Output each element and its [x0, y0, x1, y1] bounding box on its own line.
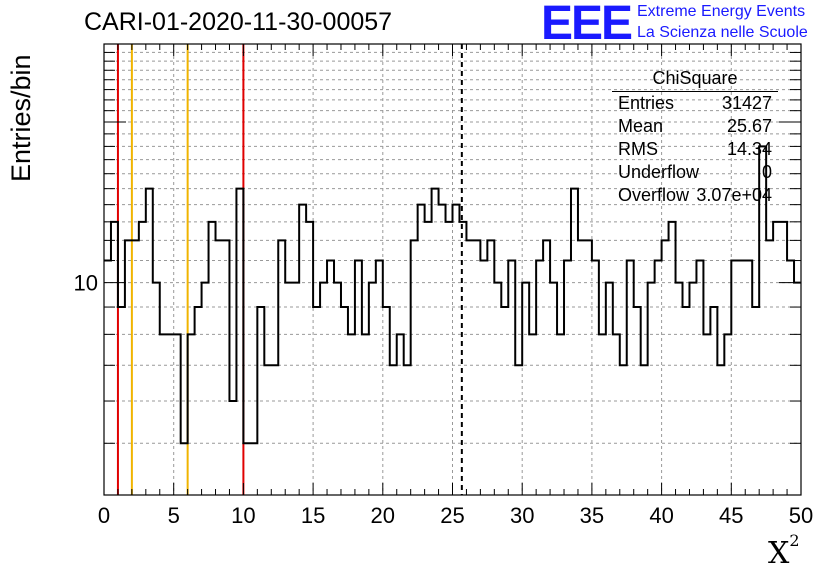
chart-title: CARI-01-2020-11-30-00057	[84, 8, 393, 36]
x-tick-label: 35	[580, 503, 604, 528]
stats-value: 0	[761, 162, 772, 182]
stats-label: RMS	[618, 139, 658, 159]
stats-row: Entries 31427	[612, 92, 778, 115]
x-axis-label-base: X	[768, 536, 790, 571]
stats-row: Overflow 3.07e+04	[612, 184, 778, 207]
x-axis-label-superscript: 2	[789, 531, 800, 550]
x-tick-label: 5	[168, 503, 180, 528]
x-tick-label: 15	[301, 503, 325, 528]
stats-label: Mean	[618, 116, 664, 136]
stats-value: 25.67	[726, 116, 772, 136]
x-axis-label: X2	[768, 531, 800, 571]
stats-value: 14.34	[726, 139, 772, 159]
y-axis-label: Entries/bin	[6, 54, 36, 182]
x-tick-label: 45	[719, 503, 743, 528]
axis-ticks	[103, 43, 802, 496]
x-tick-label: 0	[98, 503, 110, 528]
x-tick-label: 50	[789, 503, 813, 528]
stats-value: 31427	[721, 93, 772, 113]
y-tick-label: 10	[74, 271, 98, 296]
stats-label: Underflow	[618, 162, 700, 182]
x-tick-label: 20	[371, 503, 395, 528]
eee-logo: EEE	[541, 0, 633, 50]
x-tick-label: 40	[649, 503, 673, 528]
logo-tagline-2: La Scienza nelle Scuole	[637, 24, 808, 41]
stats-row: RMS 14.34	[612, 138, 778, 161]
stats-row: Underflow 0	[612, 161, 778, 184]
stats-value: 3.07e+04	[696, 185, 772, 205]
histogram-series	[104, 145, 801, 445]
stats-row: Mean 25.67	[612, 115, 778, 138]
stats-label: Entries	[618, 93, 675, 113]
x-tick-label: 25	[440, 503, 464, 528]
axis-tick-labels: 0 5 10 15 20 25 30 35 40 45 50 10	[74, 271, 814, 528]
x-tick-label: 30	[510, 503, 534, 528]
logo-tagline-1: Extreme Energy Events	[637, 3, 806, 20]
stats-box: ChiSquare Entries 31427 Mean 25.67 RMS 1…	[612, 68, 778, 207]
stats-title: ChiSquare	[612, 68, 778, 92]
x-tick-label: 10	[231, 503, 255, 528]
stats-label: Overflow	[618, 185, 690, 205]
